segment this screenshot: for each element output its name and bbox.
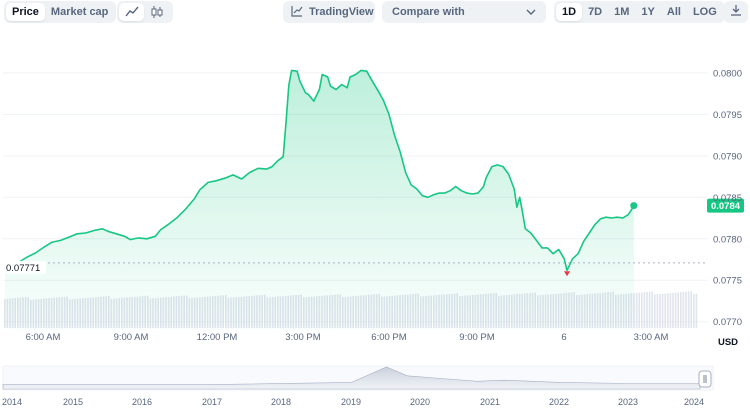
log-scale-toggle[interactable]: LOG xyxy=(692,6,717,18)
year-label: 2019 xyxy=(341,397,361,407)
x-tick-label: 6:00 PM xyxy=(371,332,406,343)
volume-bar xyxy=(643,292,646,328)
compare-dropdown[interactable]: Compare with xyxy=(382,1,546,23)
y-tick-label: 0.0795 xyxy=(713,110,742,121)
price-area-fill xyxy=(5,70,634,331)
y-tick-label: 0.0800 xyxy=(713,68,742,79)
year-label: 2017 xyxy=(202,397,222,407)
volume-bar xyxy=(646,292,648,328)
year-label: 2016 xyxy=(132,397,152,407)
range-1y[interactable]: 1Y xyxy=(641,6,655,18)
volume-bar xyxy=(641,292,643,328)
chart-toolbar: Price Market cap TradingView Compare wit… xyxy=(0,0,750,28)
tradingview-label: TradingView xyxy=(309,6,374,18)
y-tick-label: 0.0770 xyxy=(713,317,742,328)
x-tick-label: 3:00 AM xyxy=(634,332,669,343)
volume-bar xyxy=(669,293,672,328)
overview-area xyxy=(2,366,701,390)
volume-bar xyxy=(633,293,635,328)
y-axis: 0.0770 0.0775 0.0780 0.0785 0.0790 0.0795 0.08… xyxy=(713,68,742,328)
price-markers: 0.07771 0.0784 xyxy=(2,198,744,277)
year-label: 2023 xyxy=(618,397,638,407)
volume-bar xyxy=(680,292,682,328)
price-line xyxy=(4,69,635,272)
y-tick-label: 0.0790 xyxy=(713,151,742,162)
low-price-marker xyxy=(564,271,571,277)
year-label: 2015 xyxy=(63,397,83,407)
tradingview-button[interactable]: TradingView xyxy=(283,1,375,23)
overview-handle xyxy=(698,370,712,388)
range-1d[interactable]: 1D xyxy=(556,3,583,21)
chart-style-toggle xyxy=(117,1,173,23)
volume-bar xyxy=(664,293,666,328)
range-all[interactable]: All xyxy=(666,6,681,18)
y-tick-label: 0.0775 xyxy=(713,276,742,287)
x-tick-label: 6:00 AM xyxy=(26,332,61,343)
volume-bar xyxy=(672,292,674,328)
x-tick-label: 12:00 PM xyxy=(197,332,238,343)
tradingview-icon xyxy=(291,5,303,20)
download-button[interactable] xyxy=(724,1,748,23)
volume-bar xyxy=(682,291,685,328)
volume-bar xyxy=(695,293,698,328)
range-7d[interactable]: 7D xyxy=(588,6,603,18)
time-range-toggle: 1D 7D 1M 1Y All LOG xyxy=(554,1,725,23)
price-type-toggle: Price Market cap xyxy=(4,1,117,23)
range-1m[interactable]: 1M xyxy=(614,6,630,18)
currency-label: USD xyxy=(718,337,738,348)
current-price-label: 0.0784 xyxy=(711,201,741,212)
volume-bar xyxy=(659,293,661,328)
year-label: 2014 xyxy=(2,397,22,407)
y-tick-label: 0.0785 xyxy=(713,193,742,204)
volume-bar xyxy=(4,298,6,328)
year-label: 2021 xyxy=(480,397,500,407)
candlestick-icon[interactable] xyxy=(144,3,169,21)
volume-bar xyxy=(648,291,651,328)
volume-bar xyxy=(690,291,692,328)
y-tick-label: 0.0780 xyxy=(713,234,742,245)
current-price-badge xyxy=(707,198,744,213)
volume-bar xyxy=(667,293,669,328)
year-label: 2024 xyxy=(684,397,704,407)
price-area xyxy=(3,69,708,331)
open-price-badge xyxy=(2,260,46,274)
open-price-label: 0.07771 xyxy=(6,263,40,274)
year-label: 2022 xyxy=(549,397,569,407)
volume-bar xyxy=(674,292,677,328)
download-icon xyxy=(730,3,742,21)
volume-bar xyxy=(677,292,679,328)
line-chart-icon[interactable] xyxy=(119,3,144,21)
x-tick-label: 6 xyxy=(561,332,566,343)
volume-bar xyxy=(685,291,687,328)
year-label: 2018 xyxy=(271,397,291,407)
volume-bar xyxy=(638,292,640,328)
x-tick-label: 9:00 AM xyxy=(114,332,149,343)
volume-bar xyxy=(661,293,664,328)
chevron-down-icon xyxy=(526,6,536,18)
current-price-dot xyxy=(630,202,638,210)
volume-bar xyxy=(651,291,653,328)
volume-bar xyxy=(687,291,690,328)
x-axis: 6:00 AM 9:00 AM 12:00 PM 3:00 PM 6:00 PM 9:00… xyxy=(26,332,739,348)
volume-bar xyxy=(693,294,695,328)
overview-navigator[interactable]: 2014 2015 2016 2017 2018 2019 2020 2021 2022 2023… xyxy=(2,365,714,407)
price-tab[interactable]: Price xyxy=(6,3,45,21)
compare-label: Compare with xyxy=(392,6,465,18)
x-tick-label: 3:00 PM xyxy=(285,332,320,343)
volume-bar xyxy=(635,292,638,328)
volume-bar xyxy=(656,294,659,328)
volume-bar xyxy=(654,294,656,328)
year-label: 2020 xyxy=(410,397,430,407)
market-cap-tab[interactable]: Market cap xyxy=(50,6,109,18)
x-tick-label: 9:00 PM xyxy=(459,332,494,343)
